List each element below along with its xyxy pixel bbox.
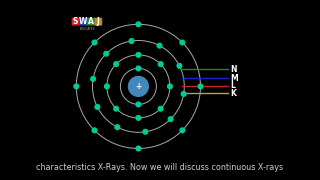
Circle shape <box>136 22 141 27</box>
Circle shape <box>129 39 134 43</box>
Text: M: M <box>230 74 238 83</box>
Circle shape <box>157 43 162 48</box>
Circle shape <box>114 106 118 111</box>
Circle shape <box>158 106 163 111</box>
Text: L: L <box>230 81 235 90</box>
Text: S: S <box>73 17 78 26</box>
Circle shape <box>92 128 97 133</box>
Circle shape <box>74 84 79 89</box>
FancyBboxPatch shape <box>79 18 87 26</box>
Circle shape <box>168 117 173 122</box>
Circle shape <box>177 64 182 68</box>
Circle shape <box>136 66 141 71</box>
Circle shape <box>143 129 148 134</box>
Circle shape <box>168 84 172 89</box>
Circle shape <box>158 62 163 66</box>
FancyBboxPatch shape <box>94 18 102 26</box>
Circle shape <box>136 116 141 120</box>
Text: K: K <box>230 89 236 98</box>
Circle shape <box>95 105 100 109</box>
Circle shape <box>180 128 185 133</box>
Text: N: N <box>230 65 237 74</box>
FancyBboxPatch shape <box>72 18 80 26</box>
Text: characteristics X-Rays. Now we will discuss continuous X-rays: characteristics X-Rays. Now we will disc… <box>36 163 284 172</box>
Text: +: + <box>135 82 141 91</box>
Circle shape <box>105 84 109 89</box>
Circle shape <box>115 125 120 129</box>
Circle shape <box>129 76 148 96</box>
Circle shape <box>104 51 108 56</box>
Circle shape <box>136 53 141 57</box>
Circle shape <box>136 102 141 107</box>
FancyBboxPatch shape <box>87 18 95 26</box>
Circle shape <box>91 76 95 81</box>
Text: J: J <box>97 17 100 26</box>
Circle shape <box>198 84 203 89</box>
Circle shape <box>181 92 186 96</box>
Circle shape <box>114 62 118 66</box>
Text: EDUCATES: EDUCATES <box>79 27 95 31</box>
Circle shape <box>180 40 185 45</box>
Circle shape <box>92 40 97 45</box>
Text: W: W <box>79 17 87 26</box>
Circle shape <box>136 146 141 151</box>
Text: A: A <box>88 17 94 26</box>
